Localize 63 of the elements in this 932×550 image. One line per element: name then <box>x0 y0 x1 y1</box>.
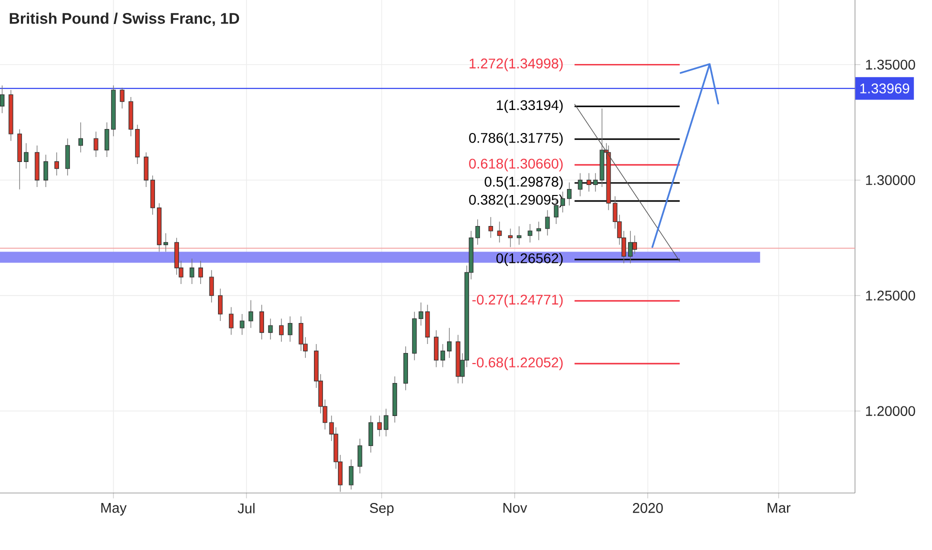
candlestick <box>144 152 148 188</box>
candlestick <box>288 316 292 342</box>
candlestick <box>259 304 264 340</box>
y-tick-label: 1.30000 <box>866 175 916 186</box>
candlestick <box>163 232 168 252</box>
x-tick-label: Mar <box>768 503 790 513</box>
ref-line-label: -0.27(1.24771) <box>472 294 563 308</box>
ref-line-label: 0(1.26562) <box>496 252 563 266</box>
candlestick <box>368 415 374 453</box>
y-tick-label: 1.35000 <box>866 60 916 70</box>
candlestick <box>475 219 480 246</box>
candlestick <box>248 300 254 328</box>
ref-line-label: 0.618(1.30660) <box>469 158 563 172</box>
candlestick <box>190 258 194 284</box>
candlestick <box>94 131 98 158</box>
candlestick <box>384 408 388 437</box>
candlestick <box>488 216 494 238</box>
candlestick <box>120 87 124 109</box>
candlestick <box>497 221 502 243</box>
candlestick <box>586 172 592 192</box>
x-tick-label: May <box>101 503 127 516</box>
candlestick <box>240 314 244 336</box>
candlestick <box>377 415 382 437</box>
x-tick-label: Sep <box>370 503 394 516</box>
candlestick <box>54 152 60 176</box>
candlestick <box>348 459 354 490</box>
candlestick <box>440 344 446 368</box>
x-tick-label: 2020 <box>632 503 663 513</box>
candlestick <box>508 228 513 248</box>
ref-line-label: 0.786(1.31775) <box>469 132 563 146</box>
candlestick <box>516 226 522 246</box>
text: British Pound / Swiss Franc, 1D <box>10 12 240 26</box>
candlestick <box>78 122 83 153</box>
candlestick <box>528 224 532 243</box>
candlestick <box>0 85 4 114</box>
candlestick <box>628 230 633 264</box>
candlestick <box>279 318 284 342</box>
candlestick <box>593 172 598 192</box>
candlestick <box>104 122 110 158</box>
candlestick <box>218 288 223 322</box>
ref-line-label: 1.33969 <box>860 84 910 94</box>
x-tick-label: Jul <box>238 503 254 514</box>
candlestick <box>268 318 273 340</box>
x-tick-label: Nov <box>503 503 528 513</box>
candlestick <box>566 182 572 206</box>
candlestick <box>578 172 582 197</box>
candlestick <box>209 270 214 303</box>
ref-line-label: 1.272(1.34998) <box>470 58 563 72</box>
candlestick <box>65 138 70 176</box>
candlestick <box>24 142 28 169</box>
candlestick <box>198 260 203 284</box>
candlestick <box>447 328 452 358</box>
candlestick <box>545 210 550 236</box>
candlestick <box>44 154 48 188</box>
candlestick <box>632 235 638 254</box>
y-tick-label: 1.20000 <box>866 406 916 416</box>
y-tick-label: 1.25000 <box>866 290 916 301</box>
candlestick <box>228 306 234 336</box>
candlestick <box>434 330 439 368</box>
ref-line-label: 1(1.33194) <box>496 100 563 113</box>
ref-line-label: 0.5(1.29878) <box>484 176 563 190</box>
ref-line-label: -0.68(1.22052) <box>472 357 563 370</box>
candlestick <box>358 438 362 474</box>
